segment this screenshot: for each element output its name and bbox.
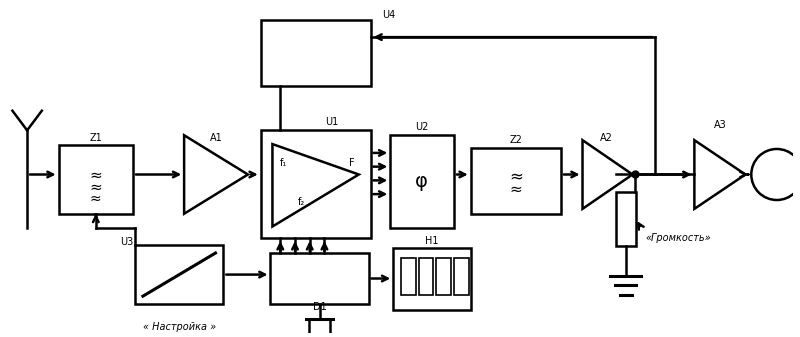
Text: Z2: Z2 bbox=[510, 135, 522, 145]
Text: f₂: f₂ bbox=[298, 197, 305, 207]
Text: «Громкость»: «Громкость» bbox=[646, 234, 711, 243]
Bar bbox=[309, 319, 330, 335]
Polygon shape bbox=[582, 140, 633, 209]
Text: U2: U2 bbox=[415, 122, 428, 132]
Bar bbox=[470, 148, 561, 214]
Text: ≈: ≈ bbox=[509, 167, 522, 185]
Bar bbox=[270, 253, 369, 304]
Bar bbox=[393, 248, 470, 310]
Bar bbox=[261, 130, 370, 238]
Text: D1: D1 bbox=[313, 302, 326, 312]
Polygon shape bbox=[273, 144, 358, 226]
Polygon shape bbox=[694, 140, 746, 209]
Bar bbox=[436, 258, 451, 295]
Text: U4: U4 bbox=[382, 9, 395, 20]
Text: « Настройка »: « Настройка » bbox=[142, 322, 216, 332]
Circle shape bbox=[751, 149, 800, 200]
Bar bbox=[261, 21, 370, 86]
Bar bbox=[401, 258, 416, 295]
Bar bbox=[616, 192, 635, 246]
Text: ≈: ≈ bbox=[90, 180, 102, 195]
Bar bbox=[418, 258, 434, 295]
Text: ≈: ≈ bbox=[90, 192, 102, 206]
Bar bbox=[454, 258, 469, 295]
Text: A2: A2 bbox=[600, 133, 613, 143]
Text: F: F bbox=[349, 158, 354, 168]
Text: Z1: Z1 bbox=[90, 133, 102, 143]
Bar bbox=[135, 245, 223, 304]
Text: ≈: ≈ bbox=[90, 168, 102, 183]
Text: H1: H1 bbox=[425, 236, 438, 246]
Text: A1: A1 bbox=[210, 133, 223, 143]
Text: φ: φ bbox=[415, 172, 428, 191]
Text: ≈: ≈ bbox=[510, 182, 522, 197]
Text: U3: U3 bbox=[120, 237, 133, 247]
Text: U1: U1 bbox=[325, 118, 338, 127]
Text: A3: A3 bbox=[714, 120, 726, 130]
Bar bbox=[58, 145, 133, 214]
Bar bbox=[390, 135, 454, 228]
Text: f₁: f₁ bbox=[280, 158, 287, 168]
Polygon shape bbox=[184, 135, 248, 214]
